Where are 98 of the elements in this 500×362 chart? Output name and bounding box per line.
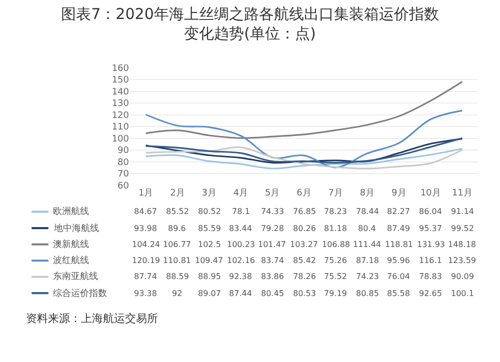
x-tick-label: 6月 [296,188,312,198]
text: 资料来源：上海航运交易所 [26,312,158,325]
data-label: 100.23 [227,240,255,249]
data-label: 78.23 [324,207,347,216]
x-tick-label: 2月 [170,188,185,198]
data-label: 84.67 [134,207,157,216]
data-label: 123.59 [448,256,476,265]
data-label: 110.81 [163,256,191,265]
x-tick-label: 11月 [452,188,472,198]
y-tick-label: 60 [118,181,130,192]
data-label: 74.33 [261,207,284,216]
data-label: 74.23 [356,272,379,281]
data-label: 93.38 [134,289,157,298]
x-tick-label: 4月 [233,188,248,198]
data-label: 116.1 [419,256,442,265]
data-label: 78.44 [356,207,379,216]
data-label: 87.18 [356,256,379,265]
x-tick-label: 5月 [264,188,280,198]
x-tick-label: 1月 [138,188,154,198]
data-label: 89.07 [198,289,221,298]
data-label: 148.18 [448,240,476,249]
data-label: 102.5 [198,240,221,249]
data-label: 75.52 [324,272,347,281]
data-label: 83.86 [261,272,284,281]
data-label: 120.19 [132,256,160,265]
data-label: 78.83 [419,272,442,281]
y-tick-label: 90 [118,146,130,156]
x-tick-label: 10月 [420,188,441,198]
y-tick-label: 150 [112,76,130,86]
data-label: 101.47 [258,240,286,249]
data-label: 87.49 [387,224,410,233]
data-label: 95.37 [419,224,442,233]
data-label: 90.09 [451,272,474,281]
data-label: 80.4 [358,224,376,233]
data-label: 109.47 [195,256,223,265]
data-label: 93.98 [134,224,157,233]
data-label: 92 [172,289,182,298]
data-label: 100.1 [451,289,474,298]
data-label: 79.19 [324,289,347,298]
data-label: 76.85 [293,207,316,216]
y-tick-label: 130 [112,99,130,110]
data-label: 106.88 [322,240,350,249]
legend-label: 地中海航线 [53,223,99,234]
data-label: 103.27 [290,240,318,249]
y-tick-label: 120 [112,110,130,121]
data-label: 88.95 [198,272,221,281]
legend-label: 东南亚航线 [53,271,98,282]
y-tick-label: 70 [118,170,130,180]
x-tick-label: 9月 [392,188,406,198]
data-label: 78.26 [293,272,316,281]
data-label: 92.65 [419,289,442,298]
data-label: 131.93 [417,240,445,249]
data-label: 92.38 [229,272,252,281]
data-label: 82.27 [387,207,410,216]
y-tick-label: 80 [118,158,130,168]
x-tick-label: 3月 [202,188,216,198]
legend-label: 欧洲航线 [53,206,89,217]
data-label: 85.58 [387,289,410,298]
y-tick-label: 110 [112,122,130,133]
data-label: 81.18 [324,224,347,233]
data-label: 76.04 [387,272,410,281]
data-label: 111.44 [353,240,381,249]
data-label: 104.24 [132,240,160,249]
data-label: 86.04 [419,207,442,216]
data-label: 80.53 [293,289,316,298]
data-label: 91.14 [451,207,474,216]
data-label: 85.42 [293,256,316,265]
data-label: 83.74 [261,256,284,265]
data-label: 106.77 [163,240,191,249]
line-series [145,110,463,168]
data-label: 102.16 [227,256,255,265]
y-tick-label: 140 [112,87,130,98]
data-label: 85.52 [166,207,189,216]
legend-label: 波红航线 [53,255,89,266]
data-label: 78.1 [232,207,250,216]
data-label: 95.96 [387,256,410,265]
data-label: 80.52 [198,207,221,216]
data-label: 89.6 [168,224,186,233]
legend-label: 澳新航线 [53,239,89,250]
x-tick-label: 8月 [360,188,375,198]
data-label: 88.59 [166,272,189,281]
data-label: 118.81 [385,240,413,249]
data-label: 87.44 [229,289,252,298]
chart-title: 图表7：2020年海上丝绸之路各航线出口集装箱运价指数变化趋势(单位：点) [61,4,439,42]
data-label: 99.52 [451,224,474,233]
data-label: 83.44 [229,224,252,233]
data-label: 80.26 [293,224,316,233]
data-label: 75.26 [324,256,347,265]
line-series [145,80,463,139]
data-label: 79.28 [261,224,284,233]
data-label: 80.85 [356,289,379,298]
y-tick-label: 160 [112,64,130,74]
x-tick-label: 7月 [328,188,344,198]
y-tick-label: 100 [112,134,130,144]
data-label: 87.74 [134,272,157,281]
data-label: 85.59 [198,224,221,233]
legend-label: 综合运价指数 [53,288,107,299]
data-label: 80.45 [261,289,284,298]
